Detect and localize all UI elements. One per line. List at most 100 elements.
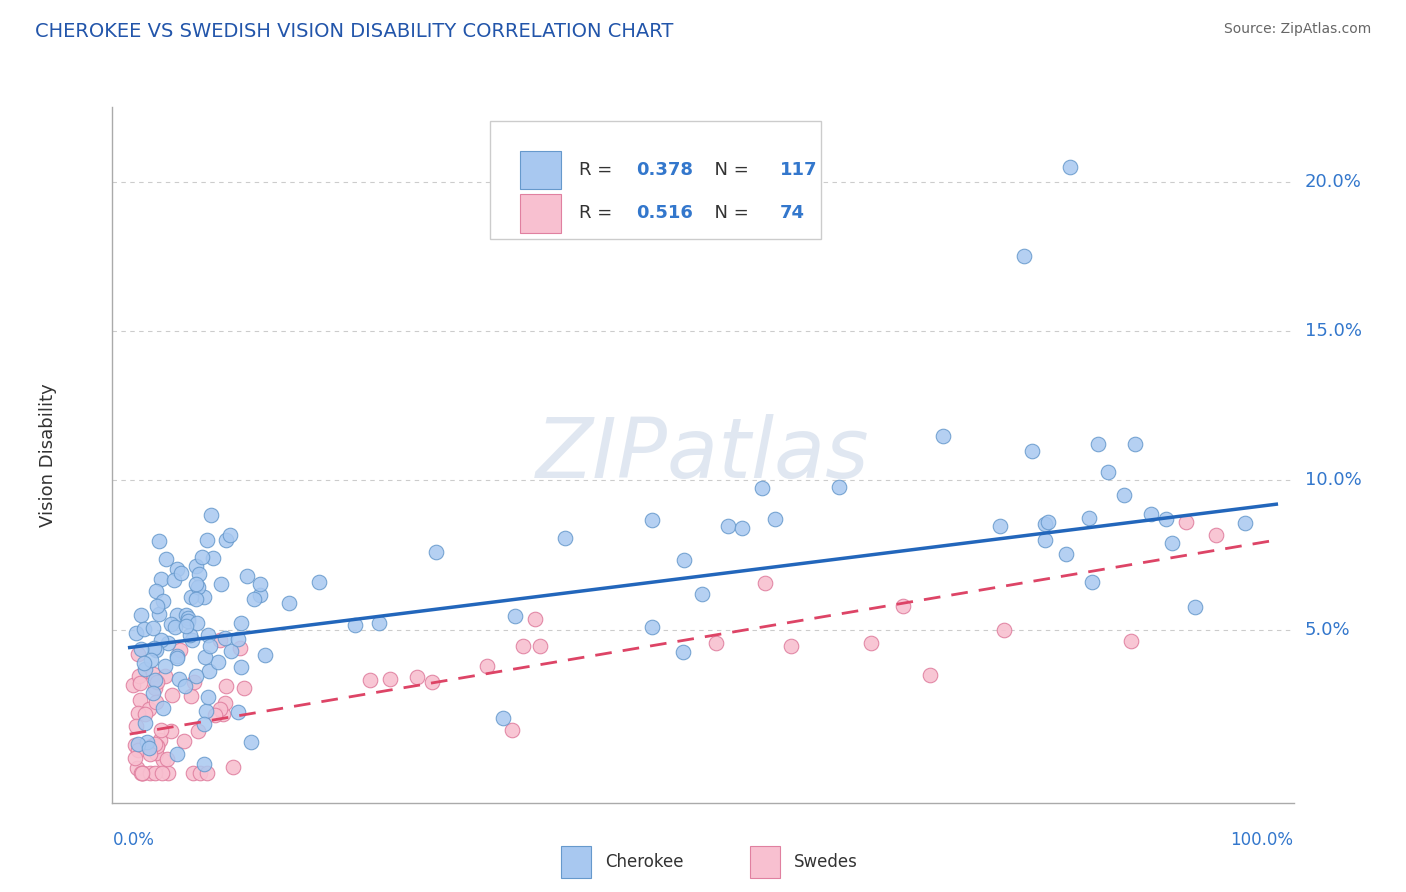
Point bbox=[343, 618, 366, 632]
Text: 10.0%: 10.0% bbox=[1305, 471, 1361, 490]
Point bbox=[278, 596, 301, 610]
Point bbox=[405, 670, 427, 684]
Point bbox=[228, 641, 250, 656]
Point bbox=[174, 618, 197, 632]
Point bbox=[554, 531, 576, 545]
Point bbox=[754, 575, 776, 590]
Point bbox=[131, 766, 153, 780]
Point bbox=[359, 673, 381, 687]
Point bbox=[222, 760, 245, 774]
Point bbox=[512, 640, 534, 654]
Point bbox=[145, 746, 167, 760]
Point bbox=[186, 616, 208, 631]
Point bbox=[731, 521, 754, 535]
Point bbox=[200, 508, 222, 522]
Point bbox=[641, 513, 664, 527]
Point bbox=[157, 636, 180, 650]
Point bbox=[1160, 536, 1182, 550]
Point bbox=[1112, 487, 1135, 501]
Point bbox=[918, 668, 941, 682]
Point bbox=[229, 615, 252, 630]
Text: CHEROKEE VS SWEDISH VISION DISABILITY CORRELATION CHART: CHEROKEE VS SWEDISH VISION DISABILITY CO… bbox=[35, 22, 673, 41]
Point bbox=[932, 429, 955, 443]
Point bbox=[188, 567, 211, 582]
Text: Cherokee: Cherokee bbox=[605, 853, 683, 871]
Point bbox=[422, 675, 444, 690]
Point bbox=[180, 590, 202, 604]
Point bbox=[891, 599, 914, 613]
Point bbox=[209, 577, 232, 591]
Point bbox=[146, 739, 169, 753]
Point bbox=[156, 766, 179, 780]
Point bbox=[1123, 437, 1146, 451]
Point bbox=[1033, 533, 1056, 548]
Point bbox=[368, 616, 391, 631]
Point bbox=[193, 590, 215, 604]
Point bbox=[1121, 633, 1143, 648]
Point bbox=[1174, 515, 1197, 529]
Point bbox=[187, 580, 209, 594]
Point bbox=[173, 734, 195, 748]
Text: 0.516: 0.516 bbox=[636, 204, 693, 222]
Point bbox=[501, 723, 523, 737]
Point bbox=[155, 551, 177, 566]
Point bbox=[204, 707, 226, 722]
Point bbox=[160, 724, 183, 739]
Text: 100.0%: 100.0% bbox=[1230, 830, 1294, 848]
Point bbox=[211, 706, 233, 721]
Point bbox=[169, 642, 191, 657]
Point bbox=[219, 528, 242, 542]
Point bbox=[492, 710, 515, 724]
Point bbox=[146, 739, 169, 753]
Point bbox=[208, 702, 231, 716]
Point bbox=[717, 518, 740, 533]
Point bbox=[503, 608, 526, 623]
Point bbox=[183, 674, 205, 689]
Point bbox=[177, 614, 200, 628]
Point bbox=[1054, 547, 1077, 561]
Point bbox=[156, 752, 179, 766]
Text: 74: 74 bbox=[780, 204, 804, 222]
Text: Source: ZipAtlas.com: Source: ZipAtlas.com bbox=[1223, 22, 1371, 37]
Point bbox=[129, 693, 152, 707]
Point bbox=[127, 706, 149, 720]
Point bbox=[146, 599, 169, 614]
Point bbox=[184, 576, 207, 591]
Point bbox=[122, 678, 145, 692]
Point bbox=[163, 620, 186, 634]
Point bbox=[1059, 160, 1081, 174]
Point bbox=[1033, 517, 1056, 532]
Point bbox=[145, 643, 167, 657]
Point bbox=[672, 645, 695, 659]
Point bbox=[181, 766, 204, 780]
Point bbox=[166, 649, 188, 664]
Point bbox=[214, 697, 236, 711]
Point bbox=[167, 672, 190, 686]
Point bbox=[1184, 600, 1206, 615]
Point bbox=[529, 640, 551, 654]
Point bbox=[148, 607, 170, 621]
Point bbox=[127, 737, 149, 751]
Point bbox=[128, 668, 150, 682]
Point bbox=[145, 584, 167, 599]
Point bbox=[129, 642, 152, 657]
Point bbox=[184, 559, 207, 574]
Point bbox=[153, 669, 176, 683]
FancyBboxPatch shape bbox=[491, 121, 821, 239]
Point bbox=[150, 766, 173, 780]
Point bbox=[751, 482, 773, 496]
Point bbox=[152, 753, 174, 767]
Point bbox=[152, 700, 174, 714]
Point bbox=[174, 607, 197, 622]
Point bbox=[249, 588, 271, 602]
Text: Vision Disability: Vision Disability bbox=[38, 383, 56, 527]
Point bbox=[142, 686, 165, 700]
Text: N =: N = bbox=[703, 204, 755, 222]
Point bbox=[690, 587, 713, 601]
Text: 0.0%: 0.0% bbox=[112, 830, 155, 848]
Point bbox=[242, 592, 264, 607]
Point bbox=[134, 662, 156, 676]
Point bbox=[195, 766, 218, 780]
Point bbox=[184, 592, 207, 607]
Point bbox=[249, 577, 271, 591]
